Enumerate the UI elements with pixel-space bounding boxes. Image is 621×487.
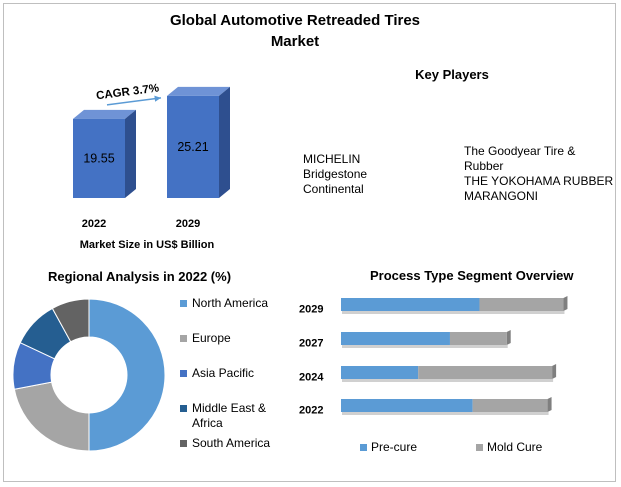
category-label: 2022 <box>299 405 323 417</box>
category-label: 2022 <box>82 218 106 230</box>
legend-swatch <box>180 335 187 342</box>
bar-mold-cure-2029 <box>479 298 564 311</box>
bar-shadow <box>342 345 508 348</box>
bar-side <box>125 109 136 198</box>
regional-legend: North America Europe Asia Pacific Middle Ea… <box>180 296 290 456</box>
player-name: The Goodyear Tire & <box>464 144 576 158</box>
legend-label: Middle East & Africa <box>192 401 267 430</box>
legend-label: Asia Pacific <box>192 366 255 380</box>
bar-shadow <box>342 379 554 382</box>
bar-2029 <box>167 95 219 198</box>
bar-value-label: 25.21 <box>177 140 208 154</box>
bar-pre-cure-2024 <box>341 366 419 379</box>
bar-shadow <box>342 412 549 415</box>
player-name: Continental <box>303 182 364 196</box>
player-name: THE YOKOHAMA RUBBER <box>464 174 614 188</box>
cagr-arrow <box>106 97 162 106</box>
category-label: 2027 <box>299 338 323 350</box>
player-name: MICHELIN <box>303 152 361 166</box>
category-label: 2024 <box>299 372 324 384</box>
bar-side <box>547 397 552 412</box>
bar-shadow <box>342 311 565 314</box>
legend-label: North America <box>192 296 269 310</box>
bar-mold-cure-2027 <box>449 332 507 345</box>
bar-side <box>552 364 557 379</box>
regional-chart-title: Regional Analysis in 2022 (%) <box>48 269 232 284</box>
cagr-arrowhead <box>154 95 161 102</box>
bar-2022 <box>73 118 125 198</box>
donut-slice-europe <box>13 381 90 452</box>
bar-top <box>167 86 230 96</box>
category-label: 2029 <box>176 218 200 230</box>
category-label: 2029 <box>299 304 323 316</box>
bar-side <box>219 86 230 198</box>
page-title: Global Automotive Retreaded Tires Market <box>169 12 421 50</box>
key-players-title: Key Players <box>415 67 489 82</box>
legend-swatch <box>180 440 187 447</box>
bar-mold-cure-2022 <box>472 399 548 412</box>
legend-label: South America <box>192 436 271 450</box>
bar-pre-cure-2029 <box>341 298 480 311</box>
player-name: Bridgestone <box>303 167 368 181</box>
legend-swatch <box>360 444 367 451</box>
bar-value-label: 19.55 <box>83 151 114 165</box>
bar-top <box>73 109 136 119</box>
legend-swatch <box>180 300 187 307</box>
legend-label: Pre-cure <box>371 440 417 454</box>
legend-label: Mold Cure <box>487 440 543 454</box>
legend-swatch <box>180 370 187 377</box>
process-chart-title: Process Type Segment Overview <box>370 268 574 283</box>
donut-slice-north-america <box>88 298 166 452</box>
bar-side <box>506 330 511 345</box>
key-players-col1: MICHELIN Bridgestone Continental <box>303 152 367 197</box>
bar-mold-cure-2024 <box>418 366 553 379</box>
bar-pre-cure-2027 <box>341 332 450 345</box>
market-size-axis-label: Market Size in US$ Billion <box>80 239 215 251</box>
player-name: Rubber <box>464 159 504 173</box>
infographic-frame <box>3 3 616 482</box>
player-name: MARANGONI <box>464 189 539 203</box>
key-players-col2: The Goodyear Tire & Rubber THE YOKOHAMA … <box>464 144 613 204</box>
bar-side <box>563 296 568 311</box>
donut-slice-south-america <box>51 298 90 343</box>
legend-swatch <box>476 444 483 451</box>
regional-donut-chart <box>12 298 166 452</box>
bar-pre-cure-2022 <box>341 399 473 412</box>
process-type-chart: 2029 2027 2024 2022 Pre-cure Mold Cure <box>299 296 568 454</box>
legend-label: Europe <box>192 331 231 345</box>
legend-swatch <box>180 405 187 412</box>
